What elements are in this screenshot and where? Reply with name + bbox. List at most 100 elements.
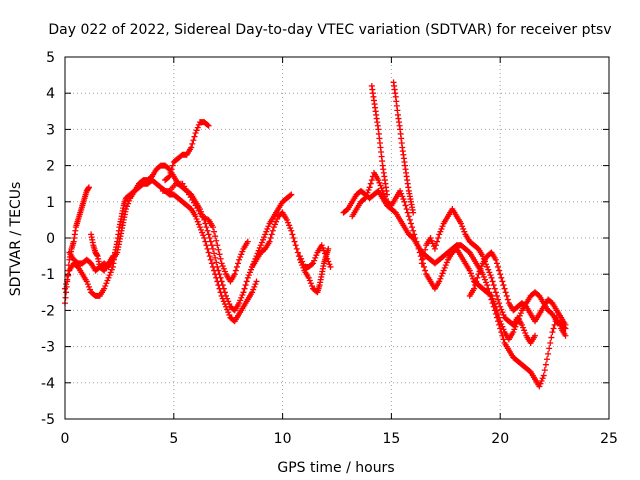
- x-tick-label: 15: [382, 431, 400, 447]
- data-point: [217, 274, 224, 281]
- data-point: [220, 285, 227, 292]
- data-point: [402, 202, 409, 209]
- data-point: [236, 256, 243, 263]
- data-point: [439, 223, 446, 230]
- chart-title: Day 022 of 2022, Sidereal Day-to-day VTE…: [48, 22, 611, 38]
- data-point: [441, 264, 448, 271]
- data-point: [245, 272, 252, 279]
- data-point: [500, 282, 507, 289]
- data-point: [312, 254, 319, 261]
- data-point: [489, 278, 496, 285]
- data-point: [265, 223, 272, 230]
- data-point: [439, 270, 446, 277]
- data-point: [492, 289, 499, 296]
- data-point: [288, 227, 295, 234]
- data-point: [216, 251, 223, 258]
- data-point: [498, 320, 505, 327]
- data-point: [308, 261, 315, 268]
- data-point: [405, 213, 412, 220]
- data-point: [380, 190, 387, 197]
- y-tick-label: 1: [46, 195, 55, 211]
- data-point: [410, 227, 417, 234]
- data-point: [244, 238, 251, 245]
- data-point: [308, 282, 315, 289]
- data-point: [397, 187, 404, 194]
- data-point: [467, 270, 474, 277]
- data-point: [407, 220, 414, 227]
- data-point: [488, 274, 495, 281]
- y-tick-label: -5: [41, 412, 55, 428]
- data-point: [221, 289, 228, 296]
- data-point: [104, 277, 111, 284]
- y-tick-label: -2: [41, 303, 55, 319]
- data-point: [562, 321, 569, 328]
- data-point: [237, 254, 244, 261]
- data-point: [404, 209, 411, 216]
- data-point: [249, 289, 256, 296]
- data-point: [363, 192, 370, 199]
- data-point: [548, 334, 555, 341]
- data-point: [497, 303, 504, 310]
- data-point: [493, 307, 500, 314]
- data-point: [401, 198, 408, 205]
- data-point: [377, 182, 384, 189]
- data-point: [126, 197, 133, 204]
- data-point: [224, 295, 231, 302]
- data-point: [536, 383, 543, 390]
- data-point: [313, 252, 320, 259]
- data-point: [361, 196, 368, 203]
- data-point: [63, 281, 70, 288]
- data-point: [540, 372, 547, 379]
- data-point: [500, 311, 507, 318]
- data-point: [242, 282, 249, 289]
- data-point: [214, 242, 221, 249]
- data-point: [311, 257, 318, 264]
- data-point: [62, 294, 69, 301]
- data-point: [429, 240, 436, 247]
- data-point: [264, 225, 271, 232]
- data-point: [208, 242, 215, 249]
- data-point: [461, 228, 468, 235]
- data-point: [289, 231, 296, 238]
- data-point: [188, 144, 195, 151]
- data-point: [468, 273, 475, 280]
- data-point: [85, 283, 92, 290]
- data-point: [271, 221, 278, 228]
- data-point: [105, 274, 112, 281]
- data-point: [538, 377, 545, 384]
- data-point: [212, 254, 219, 261]
- data-point: [213, 259, 220, 266]
- data-point: [500, 326, 507, 333]
- data-point: [490, 298, 497, 305]
- x-axis-label: GPS time / hours: [277, 460, 394, 476]
- data-point: [252, 281, 259, 288]
- data-point: [200, 232, 207, 239]
- data-point: [206, 253, 213, 260]
- data-point: [192, 213, 199, 220]
- data-point: [84, 281, 91, 288]
- data-point: [203, 224, 210, 231]
- data-point: [562, 332, 569, 339]
- data-point: [286, 222, 293, 229]
- data-point: [504, 296, 511, 303]
- data-point: [511, 326, 518, 333]
- data-point: [270, 224, 277, 231]
- data-point: [436, 278, 443, 285]
- data-point: [458, 220, 465, 227]
- data-point: [263, 228, 270, 235]
- data-point: [320, 247, 327, 254]
- data-point: [85, 184, 92, 191]
- data-point: [496, 300, 503, 307]
- data-point: [203, 242, 210, 249]
- data-point: [102, 282, 109, 289]
- data-point: [204, 245, 211, 252]
- data-point: [225, 298, 232, 305]
- data-point: [290, 235, 297, 241]
- data-point: [266, 238, 273, 245]
- data-point: [212, 233, 219, 240]
- data-point: [205, 249, 212, 256]
- data-point: [165, 174, 172, 181]
- data-point: [310, 260, 317, 267]
- data-point: [435, 235, 442, 241]
- data-point: [122, 206, 129, 213]
